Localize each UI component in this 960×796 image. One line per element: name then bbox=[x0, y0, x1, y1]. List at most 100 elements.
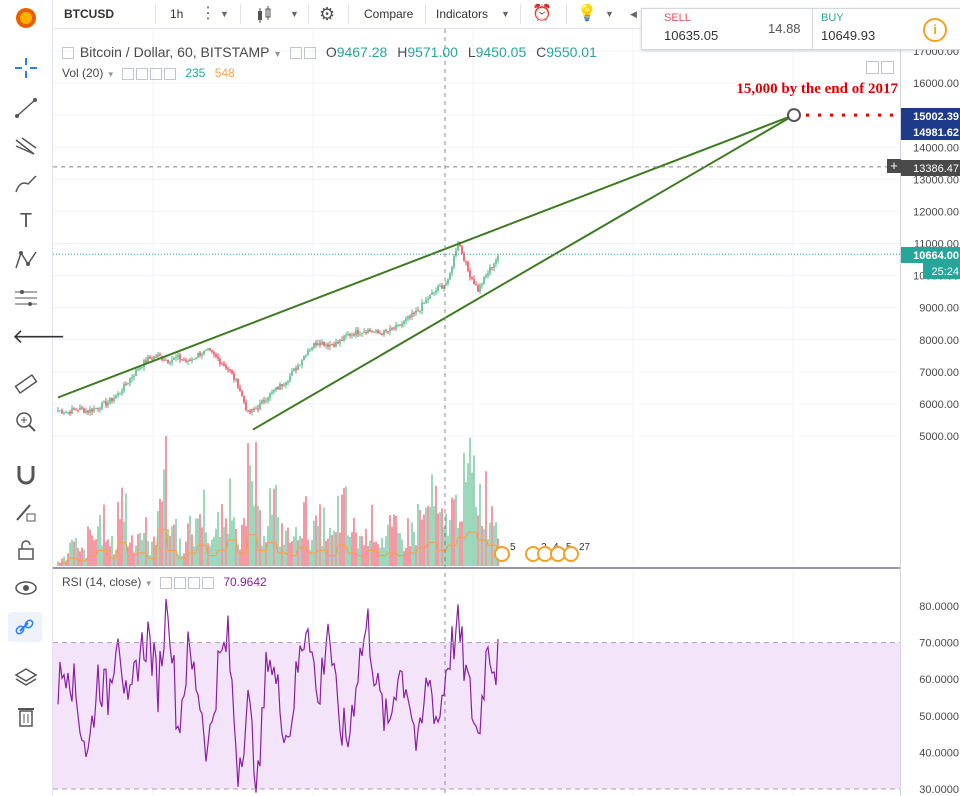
plus-icon[interactable]: + bbox=[887, 159, 901, 173]
unlock-icon[interactable] bbox=[12, 538, 40, 562]
symbol-input[interactable]: BTCUSD bbox=[64, 7, 114, 21]
annotation-text[interactable]: 15,000 by the end of 2017 bbox=[736, 81, 898, 97]
chevron-down-icon[interactable]: ▼ bbox=[144, 579, 153, 588]
info-icon[interactable]: i bbox=[923, 18, 947, 42]
settings-small-icon[interactable] bbox=[289, 47, 302, 60]
plus-small-icon[interactable] bbox=[187, 576, 200, 589]
trend-lines[interactable] bbox=[57, 114, 795, 431]
target-badge-2-value: 14981.62 bbox=[913, 127, 959, 139]
candle-body bbox=[413, 312, 415, 314]
candle-body bbox=[61, 410, 63, 414]
eye-small-icon[interactable] bbox=[121, 67, 134, 80]
chevron-down-icon[interactable]: ▼ bbox=[106, 70, 115, 79]
brush-icon[interactable] bbox=[12, 172, 40, 196]
chevron-down-icon[interactable]: ▼ bbox=[605, 9, 614, 19]
alert-clock-icon[interactable]: ⏰ bbox=[532, 5, 552, 22]
volume-bar bbox=[245, 525, 247, 566]
zoom-in-icon[interactable] bbox=[12, 410, 40, 434]
candle-body bbox=[401, 323, 403, 326]
plus-small-icon[interactable] bbox=[149, 67, 162, 80]
trash-icon[interactable] bbox=[12, 704, 40, 728]
volume-bar bbox=[453, 499, 455, 566]
volume-bar bbox=[73, 541, 75, 566]
event-flag[interactable] bbox=[563, 546, 579, 562]
close-small-icon[interactable] bbox=[201, 576, 214, 589]
volume-bar bbox=[401, 539, 403, 566]
text-tool-icon[interactable]: T bbox=[19, 210, 33, 232]
event-flag[interactable] bbox=[537, 546, 553, 562]
economic-events[interactable]: 524527 bbox=[494, 542, 591, 562]
volume-bar bbox=[227, 533, 229, 566]
rsi-axis-labels: 30.0000 40.0000 50.0000 60.0000 70.0000 80.00… bbox=[919, 601, 959, 796]
candle-body bbox=[305, 355, 307, 357]
candle-body bbox=[479, 285, 481, 292]
sell-label[interactable]: SELL bbox=[664, 12, 691, 24]
price-axis[interactable]: 5000.006000.007000.008000.009000.0010000… bbox=[900, 29, 960, 796]
price-chart[interactable]: 15,000 by the end of 2017 524527 bbox=[53, 29, 900, 796]
ruler-icon[interactable] bbox=[12, 372, 40, 396]
pitchfork-icon[interactable] bbox=[12, 134, 40, 158]
volume-bar bbox=[481, 526, 483, 566]
pattern-icon[interactable] bbox=[12, 248, 40, 272]
compare-button[interactable]: Compare bbox=[364, 7, 414, 21]
crosshair-icon[interactable] bbox=[12, 56, 40, 80]
trend-line[interactable] bbox=[252, 114, 795, 431]
volume-bar bbox=[151, 541, 153, 566]
pane-arrows[interactable] bbox=[866, 61, 896, 74]
candle-body bbox=[235, 378, 237, 380]
lightbulb-icon[interactable]: 💡 bbox=[577, 5, 597, 22]
low-value: 9450.05 bbox=[475, 44, 527, 60]
eye-small-icon[interactable] bbox=[159, 576, 172, 589]
volume-bar bbox=[375, 541, 377, 566]
close-small-icon[interactable] bbox=[163, 67, 176, 80]
volume-bar bbox=[89, 529, 91, 566]
trade-panel: SELL 10635.05 14.88 BUY 10649.93 i bbox=[641, 8, 960, 50]
event-count: 5 bbox=[510, 542, 516, 553]
buy-label[interactable]: BUY bbox=[821, 12, 844, 24]
candle-body bbox=[227, 368, 229, 370]
event-flag[interactable] bbox=[550, 546, 566, 562]
chevron-down-icon[interactable]: ▼ bbox=[290, 9, 299, 19]
arrow-up-icon[interactable] bbox=[881, 61, 894, 74]
volume-bar bbox=[433, 506, 435, 566]
gear-icon[interactable]: ⚙ bbox=[319, 4, 336, 24]
chevron-down-icon[interactable]: ▼ bbox=[273, 49, 283, 59]
volume-bar bbox=[217, 511, 219, 566]
chevron-left-icon[interactable]: ◀ bbox=[630, 9, 637, 19]
candle-body bbox=[411, 312, 413, 318]
indicators-button[interactable]: Indicators bbox=[436, 7, 489, 21]
settings-small-icon[interactable] bbox=[135, 67, 148, 80]
chevron-down-icon[interactable]: ▼ bbox=[501, 9, 510, 19]
trend-line-icon[interactable] bbox=[12, 96, 40, 120]
magnet-icon[interactable] bbox=[12, 462, 40, 486]
target-point[interactable] bbox=[787, 108, 801, 123]
trend-line[interactable] bbox=[57, 114, 795, 399]
volume-bar bbox=[313, 520, 315, 566]
prediction-icon[interactable] bbox=[12, 286, 40, 310]
link-icon[interactable] bbox=[8, 612, 42, 642]
volume-bar bbox=[449, 520, 451, 566]
format-small-icon[interactable] bbox=[303, 47, 316, 60]
buy-price[interactable]: 10649.93 bbox=[821, 28, 876, 43]
volume-bar bbox=[473, 455, 475, 566]
arrow-down-icon[interactable] bbox=[866, 61, 879, 74]
lock-drawing-icon[interactable] bbox=[12, 500, 40, 524]
eye-icon[interactable] bbox=[12, 576, 40, 600]
collapse-icon[interactable] bbox=[62, 47, 74, 60]
candle-body bbox=[201, 354, 203, 356]
candle-body bbox=[135, 369, 137, 376]
volume-bar bbox=[413, 532, 415, 566]
more-icon[interactable]: ⋮ bbox=[200, 5, 216, 22]
volume-bar bbox=[333, 530, 335, 566]
interval-button[interactable]: 1h bbox=[170, 7, 184, 21]
chevron-down-icon[interactable]: ▼ bbox=[220, 9, 229, 19]
event-flag[interactable] bbox=[494, 546, 510, 562]
volume-bar bbox=[255, 441, 257, 566]
volume-bar bbox=[201, 527, 203, 566]
candles-icon[interactable] bbox=[255, 0, 273, 28]
arrow-left-icon[interactable]: 🡐 bbox=[12, 326, 66, 348]
settings-small-icon[interactable] bbox=[173, 576, 186, 589]
sell-price[interactable]: 10635.05 bbox=[664, 28, 719, 43]
layers-icon[interactable] bbox=[12, 666, 40, 690]
high-value: 9571.00 bbox=[407, 44, 458, 60]
